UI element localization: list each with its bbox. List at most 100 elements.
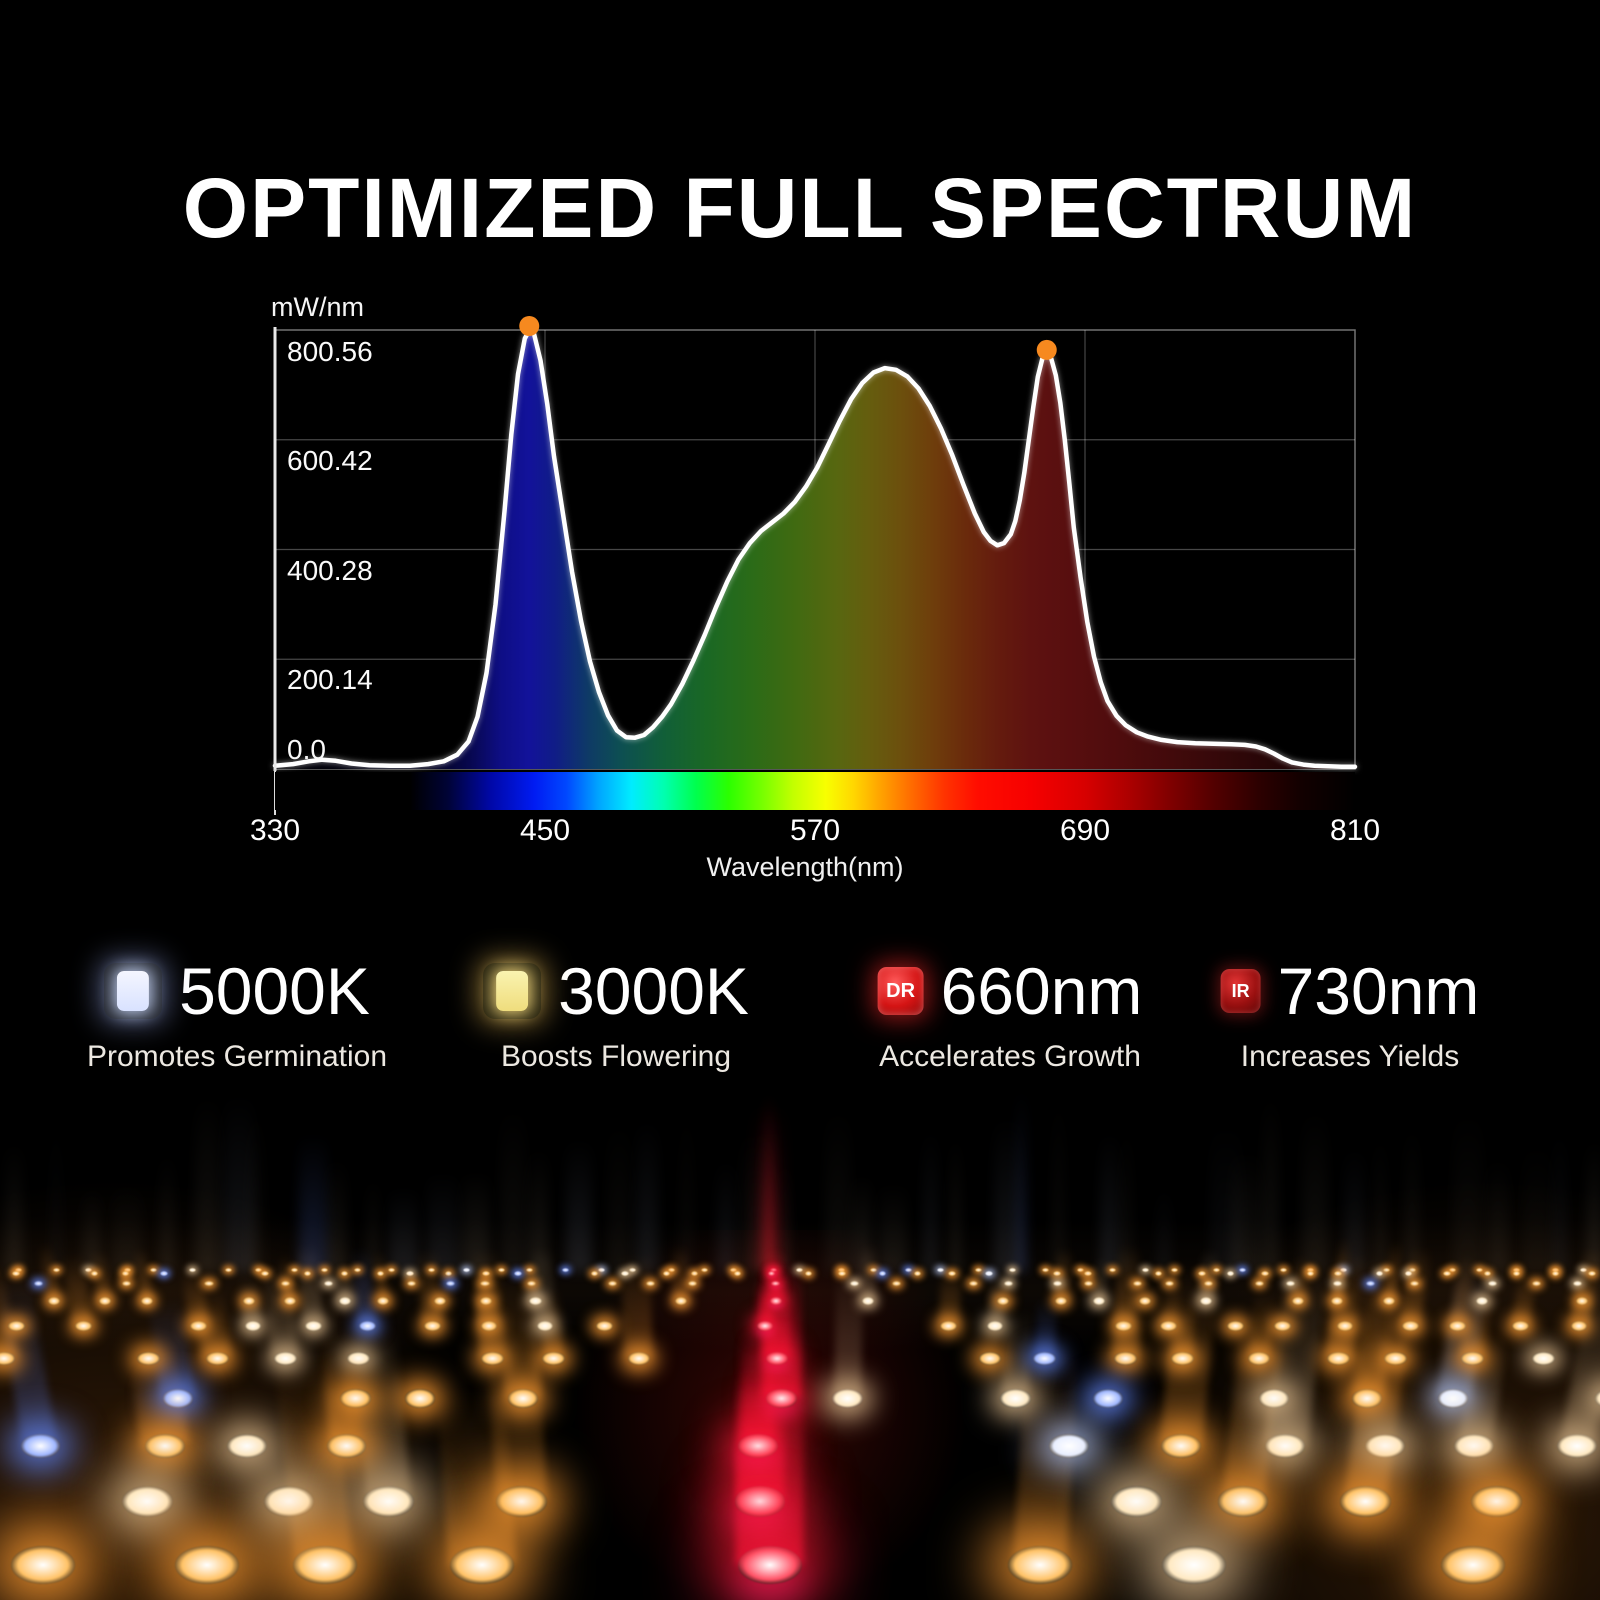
led-dot-warm	[1382, 1297, 1395, 1305]
led-dot-warm	[1513, 1271, 1521, 1276]
led-dot-warm	[541, 1351, 565, 1366]
led-dot-warm	[1336, 1320, 1354, 1331]
light-shaft	[1209, 1117, 1243, 1272]
feature-730nm-head: IR 730nm	[1220, 958, 1479, 1024]
led-dot-warm	[1115, 1320, 1132, 1331]
led-dot-white	[347, 1351, 370, 1366]
led-dot-warm	[507, 1389, 539, 1408]
led-dot-warm	[662, 1271, 671, 1276]
feature-5000k-head: 5000K	[104, 958, 370, 1024]
light-shaft	[1552, 1127, 1566, 1272]
led-dot-warm	[137, 1351, 160, 1366]
led-dot-warm	[1114, 1351, 1137, 1366]
led-dot-warm	[1291, 1297, 1305, 1305]
light-shaft	[366, 1176, 379, 1272]
feature-5000k: 5000K Promotes Germination	[87, 958, 387, 1074]
led-dot-warm	[1077, 1267, 1085, 1273]
light-shaft	[1586, 1139, 1600, 1272]
led-dot-cool-white	[463, 1267, 471, 1273]
led-dot-cool-white	[598, 1267, 606, 1273]
light-shaft	[1100, 1130, 1119, 1272]
y-axis-tick: 0.0	[287, 734, 326, 765]
feature-description: Increases Yields	[1240, 1040, 1460, 1073]
led-dot-white	[1579, 1267, 1587, 1273]
led-dot-warm	[1470, 1486, 1522, 1517]
led-dot-warm	[98, 1297, 111, 1305]
led-dot-warm	[1440, 1545, 1505, 1585]
led-dot-warm	[206, 1351, 229, 1366]
led-dot-cool-white	[1049, 1434, 1090, 1459]
led-dot-warm	[144, 1434, 185, 1459]
light-shaft	[298, 1133, 328, 1272]
light-shaft	[1231, 1147, 1261, 1272]
led-dot-warm	[1552, 1271, 1560, 1276]
led-dot-white	[305, 1320, 322, 1331]
led-dot-warm	[1449, 1320, 1466, 1331]
led-dot-white	[529, 1297, 542, 1305]
led-dot-warm	[1109, 1267, 1117, 1273]
led-dot-warm	[688, 1280, 698, 1287]
led-dot-white	[1365, 1434, 1405, 1459]
light-shaft	[717, 1158, 735, 1272]
light-shaft	[635, 1118, 658, 1272]
peak-marker-dot	[1036, 339, 1057, 360]
led-dot-warm	[1307, 1267, 1315, 1273]
red-center-beam	[766, 1095, 772, 1273]
peak-marker-dot	[519, 316, 540, 336]
led-dot-white	[1142, 1267, 1150, 1273]
led-dot-warm	[891, 1280, 901, 1287]
led-dot-warm	[1576, 1297, 1589, 1305]
led-dot-warm	[607, 1280, 617, 1287]
feature-description: Promotes Germination	[86, 1040, 388, 1073]
led-dot-white	[1008, 1267, 1016, 1273]
led-dot-warm	[1254, 1280, 1265, 1287]
led-dot-white	[1226, 1271, 1235, 1276]
y-axis-tick: 200.14	[287, 664, 373, 695]
led-dot-warm	[975, 1267, 983, 1273]
led-dot-warm	[1512, 1320, 1529, 1331]
led-dot-warm	[978, 1351, 1002, 1366]
led-dot-layer	[0, 1080, 1600, 1600]
led-dot-blue	[33, 1280, 43, 1287]
led-dot-warm	[1588, 1271, 1596, 1276]
light-shaft	[1486, 1155, 1510, 1272]
led-dot-red	[738, 1434, 778, 1459]
light-shaft	[1016, 1087, 1027, 1272]
wavelength-colorbar	[275, 772, 1355, 810]
led-dot-warm	[480, 1320, 498, 1331]
x-axis-tick: 690	[1059, 814, 1111, 847]
y-axis-unit-label: mW/nm	[271, 292, 364, 322]
light-shaft	[1053, 1093, 1065, 1272]
light-shaft	[1374, 1134, 1386, 1272]
led-dot-warm	[1054, 1297, 1067, 1305]
light-shaft	[923, 1126, 938, 1272]
led-dot-warm	[14, 1267, 22, 1273]
led-dot-warm	[1383, 1267, 1391, 1273]
led-dot-warm	[53, 1267, 61, 1273]
y-axis-tick: 600.42	[287, 445, 373, 476]
led-dot-white	[274, 1351, 297, 1366]
led-dot-warm	[141, 1297, 154, 1305]
led-dot-warm	[1279, 1267, 1287, 1273]
feature-660nm: DR 660nm Accelerates Growth	[877, 958, 1142, 1074]
led-dot-blue	[160, 1271, 168, 1276]
led-dot-white	[227, 1434, 268, 1459]
led-dot-white	[1199, 1297, 1212, 1305]
led-dot-warm	[424, 1320, 441, 1331]
led-dot-warm	[1334, 1271, 1342, 1276]
led-dot-cool-white	[1438, 1389, 1469, 1408]
light-shaft	[4, 1140, 24, 1272]
led-dot-white	[1475, 1297, 1488, 1305]
led-dot-blue	[1033, 1351, 1056, 1366]
led-dot-red	[734, 1486, 786, 1517]
led-dot-warm	[292, 1545, 357, 1585]
led-dot-white	[189, 1267, 197, 1273]
led-dot-warm	[8, 1320, 25, 1331]
led-dot-warm	[1041, 1267, 1049, 1273]
light-shaft	[112, 1182, 142, 1272]
led-dot-warm	[590, 1271, 598, 1276]
led-dot-white	[1111, 1486, 1163, 1517]
feature-label: 3000K	[558, 954, 749, 1028]
led-dot-white	[1375, 1271, 1384, 1276]
peak-markers	[519, 316, 1057, 360]
